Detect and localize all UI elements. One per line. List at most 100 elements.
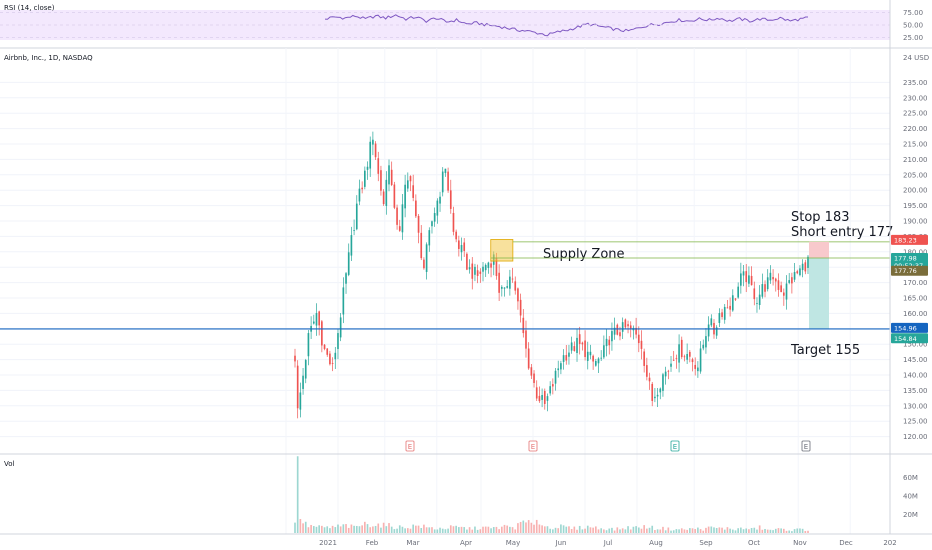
candle-down bbox=[452, 212, 455, 232]
candle-down bbox=[455, 231, 457, 240]
price-pane: Airbnb, Inc., 1D, NASDAQ 24 USD 235.00 23… bbox=[0, 48, 932, 534]
volume-bar bbox=[479, 529, 482, 533]
candle-up bbox=[433, 213, 436, 222]
volume-bar bbox=[409, 528, 412, 533]
volume-bar bbox=[321, 525, 323, 533]
candle-down bbox=[616, 324, 619, 335]
candle-down bbox=[764, 284, 766, 292]
volume-bar bbox=[723, 529, 726, 533]
supply-zone-box[interactable] bbox=[490, 239, 514, 262]
volume-bar bbox=[791, 531, 793, 533]
volume-bar bbox=[417, 525, 420, 533]
volume-bar bbox=[737, 528, 739, 533]
candle-up bbox=[474, 266, 476, 275]
volume-bar bbox=[705, 527, 707, 533]
candle-up bbox=[546, 396, 549, 401]
volume-bar bbox=[632, 526, 635, 533]
candle-up bbox=[699, 348, 702, 372]
volume-bar bbox=[603, 529, 605, 533]
candle-up bbox=[723, 306, 726, 320]
candle-down bbox=[326, 348, 329, 355]
candles bbox=[294, 131, 809, 419]
candle-down bbox=[774, 278, 777, 282]
stop-label: Stop 183 bbox=[791, 210, 850, 225]
volume-bar bbox=[782, 528, 785, 533]
candle-down bbox=[396, 207, 398, 225]
candle-up bbox=[369, 141, 372, 169]
candle-up bbox=[366, 166, 369, 170]
price-tick-label: 125.00 bbox=[903, 418, 928, 426]
volume-bar bbox=[807, 530, 809, 533]
volume-bar bbox=[702, 530, 705, 533]
price-tag-target-bg bbox=[891, 333, 928, 344]
time-tick-label: Jun bbox=[555, 539, 567, 547]
volume-bar bbox=[509, 526, 511, 533]
earnings-marker-label: E bbox=[804, 443, 808, 451]
volume-label: Vol bbox=[4, 460, 15, 468]
volume-pane: Vol 60M 40M 20M bbox=[4, 456, 918, 533]
candle-down bbox=[417, 215, 420, 233]
volume-bar bbox=[425, 527, 428, 533]
volume-bar bbox=[616, 527, 619, 533]
time-tick-label: Nov bbox=[793, 539, 807, 547]
volume-bar bbox=[594, 526, 597, 533]
price-tick-label: 165.00 bbox=[903, 295, 928, 303]
candle-down bbox=[629, 325, 632, 330]
time-axis[interactable]: 2021 Feb Mar Apr May Jun Jul Aug Sep Oct Nov Dec 202 bbox=[319, 539, 897, 547]
entry-label: Short entry 177 bbox=[791, 225, 893, 240]
volume-bar bbox=[586, 525, 589, 533]
volume-bar bbox=[525, 522, 527, 533]
candle-up bbox=[662, 374, 664, 391]
price-tick-label: 230.00 bbox=[903, 94, 928, 102]
volume-bar bbox=[543, 526, 546, 533]
candle-up bbox=[613, 327, 616, 335]
volume-bar bbox=[487, 526, 490, 533]
candle-down bbox=[750, 275, 753, 286]
volume-bar bbox=[640, 528, 643, 533]
volume-bar bbox=[678, 529, 680, 533]
volume-bar bbox=[498, 529, 500, 533]
volume-bar bbox=[750, 528, 753, 533]
candle-up bbox=[372, 139, 374, 145]
target-label: Target 155 bbox=[790, 343, 860, 358]
stop-loss-box[interactable] bbox=[809, 241, 829, 259]
target-box[interactable] bbox=[809, 258, 829, 330]
candle-down bbox=[694, 364, 697, 369]
earnings-marker bbox=[405, 440, 415, 452]
candle-down bbox=[374, 143, 377, 158]
price-tick-label: 130.00 bbox=[903, 402, 928, 410]
price-tag-support-bg bbox=[891, 322, 928, 333]
candle-down bbox=[471, 263, 474, 279]
volume-bar bbox=[439, 527, 441, 533]
candle-down bbox=[538, 395, 541, 402]
volume-bar bbox=[769, 529, 772, 533]
candle-up bbox=[436, 200, 439, 216]
candle-up bbox=[659, 388, 662, 393]
volume-bar bbox=[686, 529, 688, 533]
volume-bar bbox=[683, 529, 686, 533]
candle-up bbox=[670, 363, 672, 367]
volume-tick-label: 60M bbox=[903, 474, 918, 482]
volume-bar bbox=[366, 524, 369, 533]
candle-up bbox=[554, 370, 557, 384]
price-tick-label: 225.00 bbox=[903, 110, 928, 118]
candle-up bbox=[484, 264, 487, 271]
price-tick-label: 205.00 bbox=[903, 171, 928, 179]
price-tick-label: 180.00 bbox=[903, 248, 928, 256]
candle-down bbox=[398, 226, 401, 231]
candle-down bbox=[780, 285, 782, 293]
volume-bar bbox=[758, 525, 761, 533]
volume-bar bbox=[799, 528, 801, 533]
candle-up bbox=[715, 327, 718, 336]
volume-bar bbox=[449, 525, 452, 533]
volume-bar bbox=[707, 526, 710, 533]
volume-bar bbox=[530, 522, 533, 533]
candle-down bbox=[646, 365, 648, 377]
volume-bar bbox=[345, 524, 347, 533]
candle-up bbox=[710, 318, 713, 326]
rsi-pane: RSI (14, close) 75.00 50.00 25.00 bbox=[0, 4, 932, 49]
candle-up bbox=[740, 273, 742, 286]
candle-up bbox=[401, 204, 404, 233]
candle-down bbox=[640, 340, 643, 349]
